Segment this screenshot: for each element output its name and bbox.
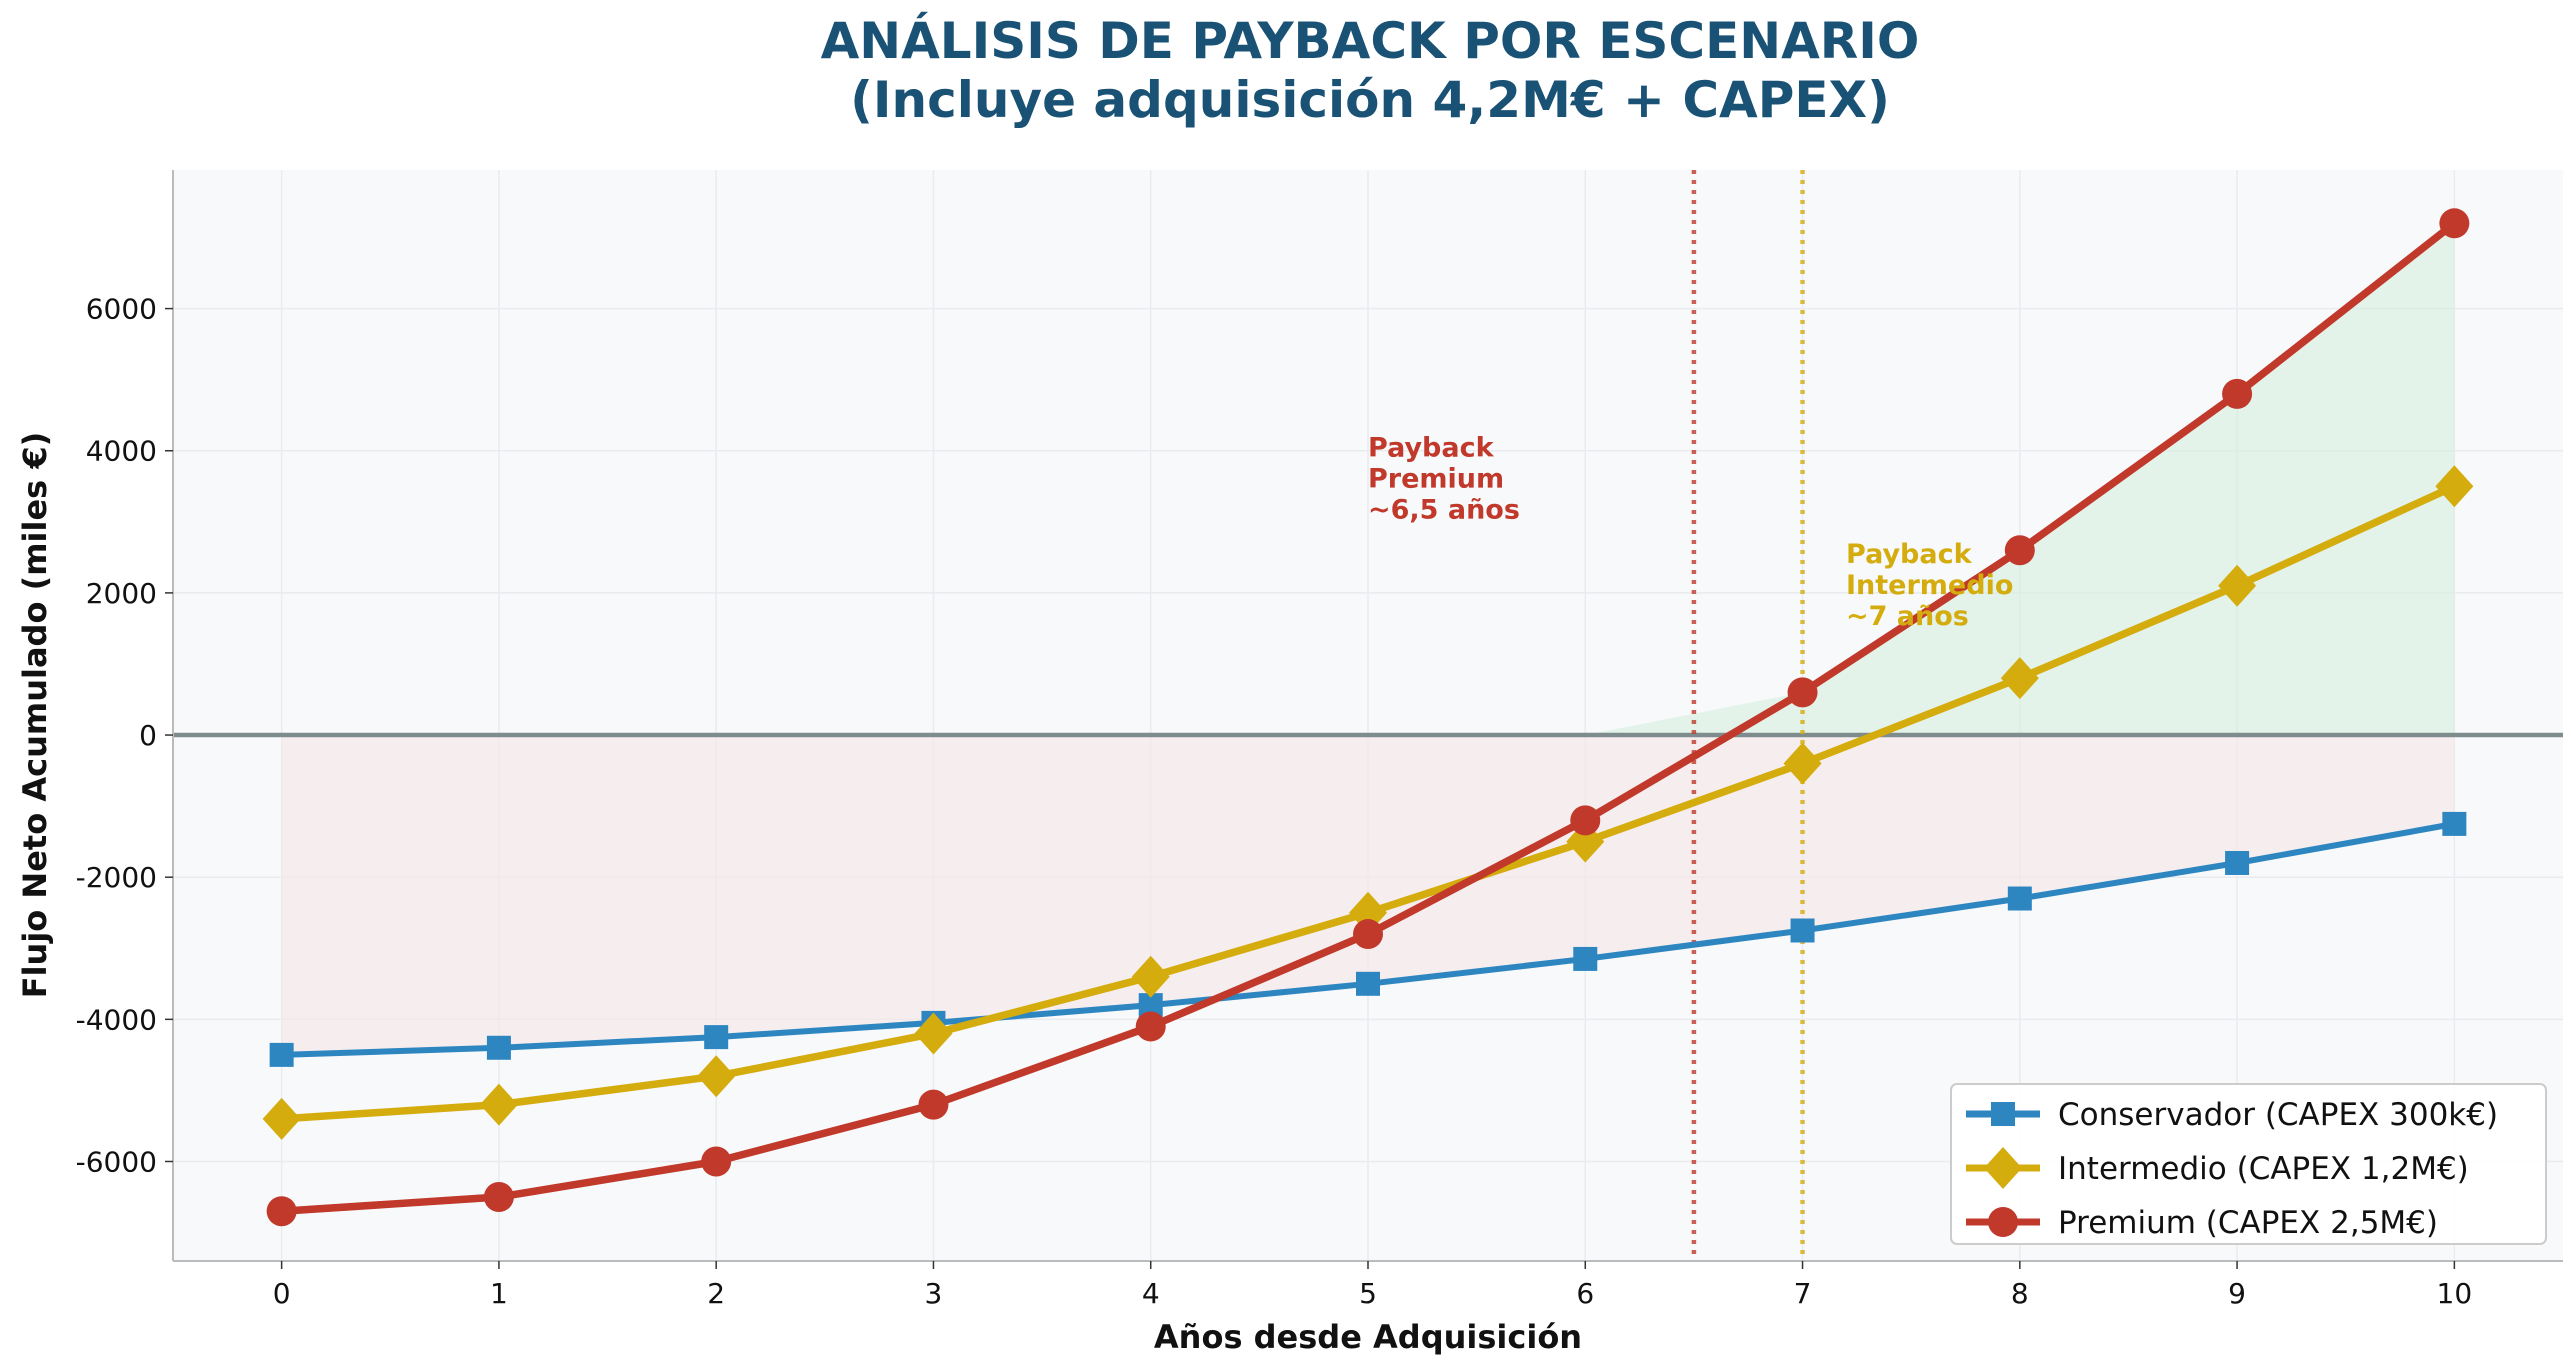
annotation-line: Intermedio	[1846, 570, 2013, 601]
x-tick-label: 6	[1576, 1277, 1594, 1310]
annotation-line: Payback	[1846, 539, 1973, 570]
legend-label: Premium (CAPEX 2,5M€)	[2058, 1205, 2438, 1241]
legend-item: Intermedio (CAPEX 1,2M€)	[1966, 1147, 2469, 1189]
data-point-square	[2225, 850, 2250, 875]
x-tick-label: 7	[1794, 1277, 1812, 1310]
data-point-square	[269, 1042, 294, 1067]
x-tick-label: 3	[925, 1277, 943, 1310]
x-axis-label: Años desde Adquisición	[1154, 1318, 1582, 1356]
data-point-diamond	[479, 1083, 518, 1126]
x-tick-label: 8	[2011, 1277, 2029, 1310]
annotation-line: ~6,5 años	[1368, 495, 1520, 526]
data-point-circle	[1135, 1011, 1166, 1042]
legend-item: Conservador (CAPEX 300k€)	[1966, 1097, 2498, 1133]
annotation-line: Payback	[1368, 433, 1495, 464]
data-point-circle	[2004, 535, 2035, 566]
data-point-circle	[918, 1089, 949, 1120]
legend-item: Premium (CAPEX 2,5M€)	[1966, 1205, 2438, 1241]
data-point-circle	[1353, 919, 1383, 950]
y-tick-label: 6000	[86, 293, 157, 326]
data-point-square	[2442, 811, 2467, 836]
data-point-square	[2007, 886, 2032, 911]
legend-label: Conservador (CAPEX 300k€)	[2058, 1097, 2498, 1133]
y-axis-label: Flujo Neto Acumulado (miles €)	[16, 432, 54, 999]
data-point-diamond	[2218, 564, 2257, 607]
legend: Conservador (CAPEX 300k€) Intermedio (CAP…	[1950, 1083, 2547, 1245]
data-point-square	[1356, 971, 1380, 996]
chart-title: ANÁLISIS DE PAYBACK POR ESCENARIO	[821, 11, 1920, 70]
chart-subtitle: (Incluye adquisición 4,2M€ + CAPEX)	[850, 71, 1890, 129]
x-tick-label: 1	[490, 1277, 508, 1310]
legend-square-marker	[1991, 1102, 2015, 1126]
x-tick-label: 4	[1142, 1277, 1160, 1310]
profit-area-fill	[1585, 223, 2455, 736]
data-point-circle	[1787, 677, 1818, 708]
data-point-diamond	[2435, 465, 2474, 508]
legend-box	[1950, 1083, 2547, 1245]
x-tick-label: 5	[1359, 1277, 1377, 1310]
series-square	[269, 811, 2467, 1067]
y-tick-label: 4000	[86, 435, 157, 468]
x-tick-label: 2	[707, 1277, 725, 1310]
data-point-square	[486, 1035, 511, 1060]
data-point-diamond	[2000, 657, 2039, 700]
data-point-circle	[2222, 378, 2253, 409]
data-point-circle	[483, 1182, 514, 1213]
y-tick-label: -2000	[76, 861, 157, 894]
x-tick-label: 0	[273, 1277, 291, 1310]
data-point-square	[704, 1025, 729, 1050]
payback-annotation: Payback Premium ~6,5 años	[1368, 433, 1520, 526]
x-tick-label: 10	[2437, 1277, 2473, 1310]
data-point-square	[1573, 946, 1598, 971]
data-point-diamond	[1131, 955, 1170, 998]
data-point-circle	[2439, 208, 2470, 239]
plot-area: 0 1 2 3 4 5 6 7 8 9 10 -6000 -4000 -2000 0 2000 4000 6000…	[76, 170, 2563, 1310]
annotation-line: ~7 años	[1846, 601, 1969, 632]
data-point-diamond	[1783, 742, 1822, 785]
y-tick-label: -6000	[76, 1145, 157, 1178]
data-point-circle	[1570, 805, 1601, 836]
data-point-diamond	[262, 1097, 301, 1140]
legend-circle-marker	[1988, 1207, 2018, 1237]
data-point-diamond	[914, 1012, 953, 1055]
payback-annotation: Payback Intermedio ~7 años	[1846, 539, 2013, 632]
y-tick-label: 2000	[86, 577, 157, 610]
annotation-line: Premium	[1368, 464, 1504, 495]
legend-diamond-marker	[1984, 1147, 2022, 1189]
data-point-diamond	[697, 1055, 736, 1098]
y-tick-label: -4000	[76, 1003, 157, 1036]
data-point-square	[1790, 918, 1815, 943]
legend-label: Intermedio (CAPEX 1,2M€)	[2058, 1151, 2469, 1187]
data-point-circle	[701, 1146, 732, 1177]
y-tick-label: 0	[139, 719, 157, 752]
series-diamond	[262, 465, 2474, 1140]
series-circle	[266, 208, 2470, 1227]
data-point-circle	[266, 1196, 297, 1227]
x-tick-label: 9	[2228, 1277, 2246, 1310]
